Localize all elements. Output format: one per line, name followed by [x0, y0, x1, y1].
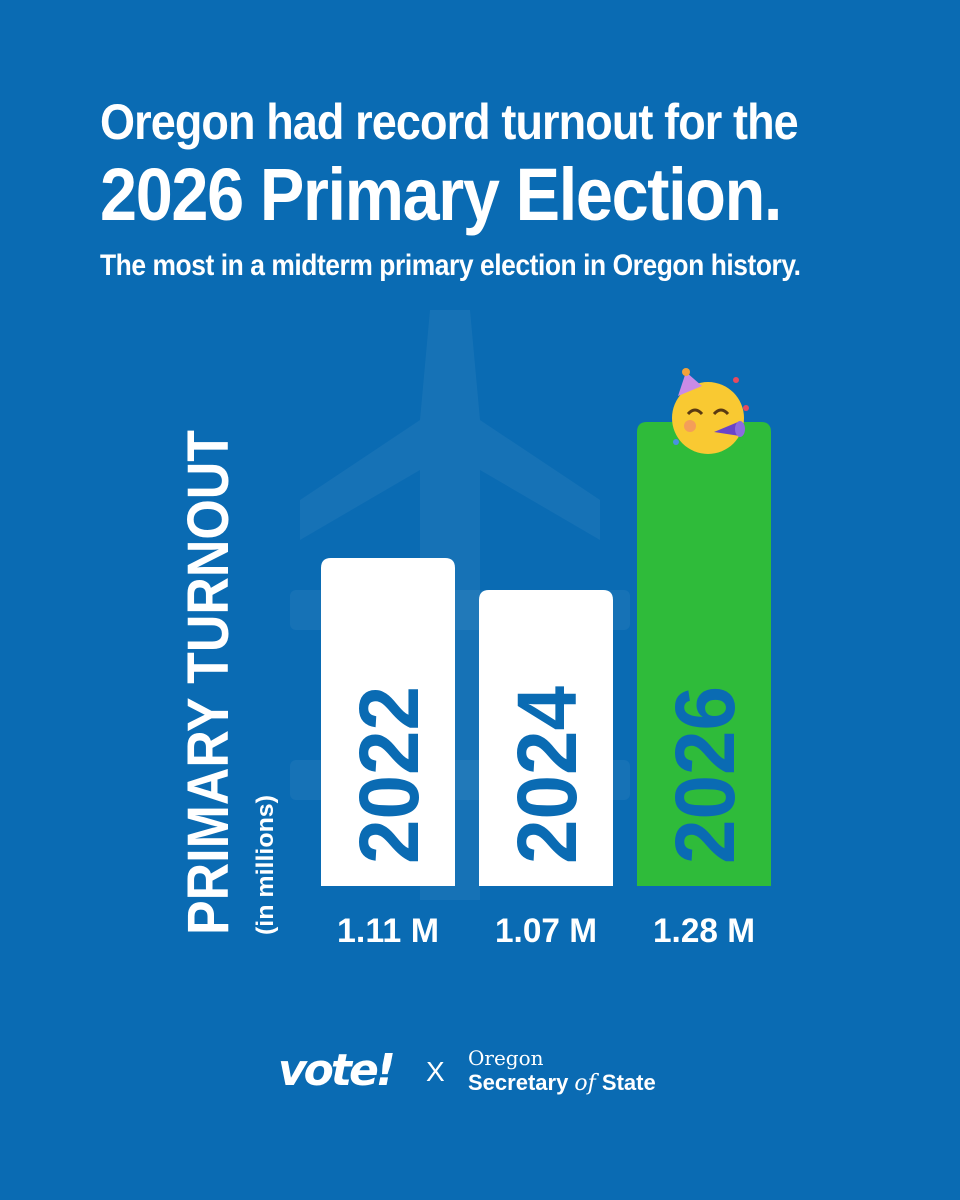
headline-line-2: 2026 Primary Election.	[100, 153, 782, 236]
sos-logo-title: Secretary of State	[468, 1070, 656, 1097]
y-axis-label: PRIMARY TURNOUT	[176, 430, 241, 935]
bar-2024	[479, 590, 613, 886]
category-label-2024: 2024	[500, 686, 594, 864]
value-label-2026: 1.28 M	[653, 912, 755, 950]
sos-state: State	[595, 1070, 656, 1095]
headline-line-1: Oregon had record turnout for the	[100, 94, 799, 150]
sos-logo-oregon: Oregon	[468, 1046, 544, 1070]
category-label-2022: 2022	[342, 686, 436, 864]
value-label-2024: 1.07 M	[495, 912, 597, 950]
bar-group-2024: 2024 1.07 M	[479, 590, 613, 950]
y-axis-sublabel: (in millions)	[252, 795, 279, 935]
collaboration-x: X	[426, 1056, 445, 1087]
bar-2022	[321, 558, 455, 886]
bar-group-2026: 2026 1.28 M	[637, 368, 771, 950]
footer: vote! X Oregon Secretary of State	[0, 1040, 960, 1100]
turnout-bar-chart: 2022 1.11 M 2024 1.07 M 2026 1.28 M PRIMARY T…	[176, 310, 771, 950]
party-face-icon	[672, 368, 749, 454]
sos-secretary: Secretary	[468, 1070, 575, 1095]
vote-logo: vote!	[278, 1045, 396, 1096]
value-label-2022: 1.11 M	[337, 912, 439, 950]
headline: Oregon had record turnout for the 2026 P…	[100, 92, 900, 284]
category-label-2026: 2026	[658, 686, 752, 864]
headline-subtitle: The most in a midterm primary election i…	[100, 249, 801, 282]
bar-group-2022: 2022 1.11 M	[321, 558, 455, 950]
bar-2026	[637, 422, 771, 886]
sos-of: of	[574, 1071, 596, 1096]
